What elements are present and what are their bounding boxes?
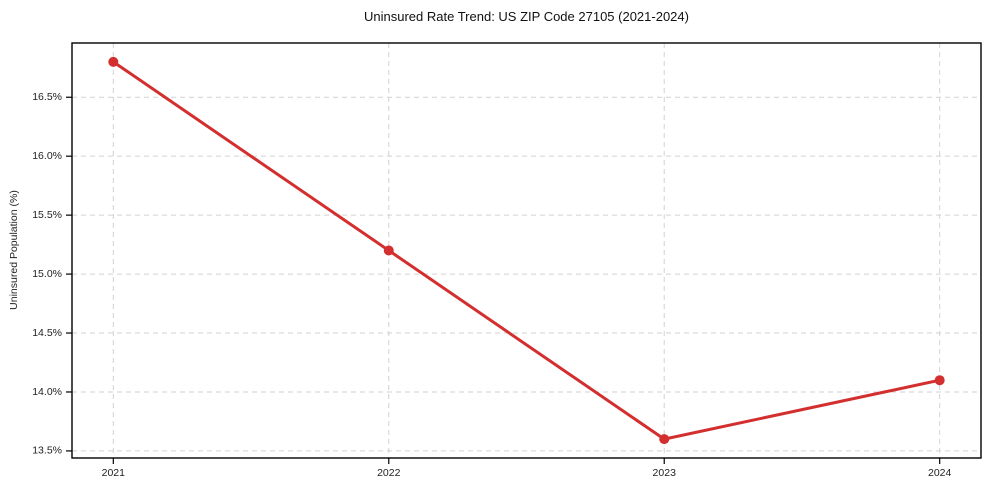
y-tick-label: 14.0% xyxy=(32,386,62,398)
y-tick-label: 16.5% xyxy=(32,91,62,103)
x-tick-label: 2021 xyxy=(102,467,126,479)
y-tick-label: 16.0% xyxy=(32,150,62,162)
x-tick-label: 2022 xyxy=(377,467,401,479)
data-point xyxy=(383,245,394,256)
data-point xyxy=(934,375,945,386)
y-tick-label: 13.5% xyxy=(32,445,62,457)
y-tick-label: 15.0% xyxy=(32,268,62,280)
data-point xyxy=(659,434,670,445)
x-tick-label: 2023 xyxy=(653,467,677,479)
x-tick-label: 2024 xyxy=(928,467,952,479)
data-point xyxy=(108,56,119,67)
axes-frame xyxy=(71,42,982,459)
y-axis-label: Uninsured Population (%) xyxy=(8,190,20,310)
trend-line xyxy=(112,60,940,441)
y-tick-label: 14.5% xyxy=(32,327,62,339)
chart-title: Uninsured Rate Trend: US ZIP Code 27105 … xyxy=(364,9,689,24)
y-tick-label: 15.5% xyxy=(32,209,62,221)
